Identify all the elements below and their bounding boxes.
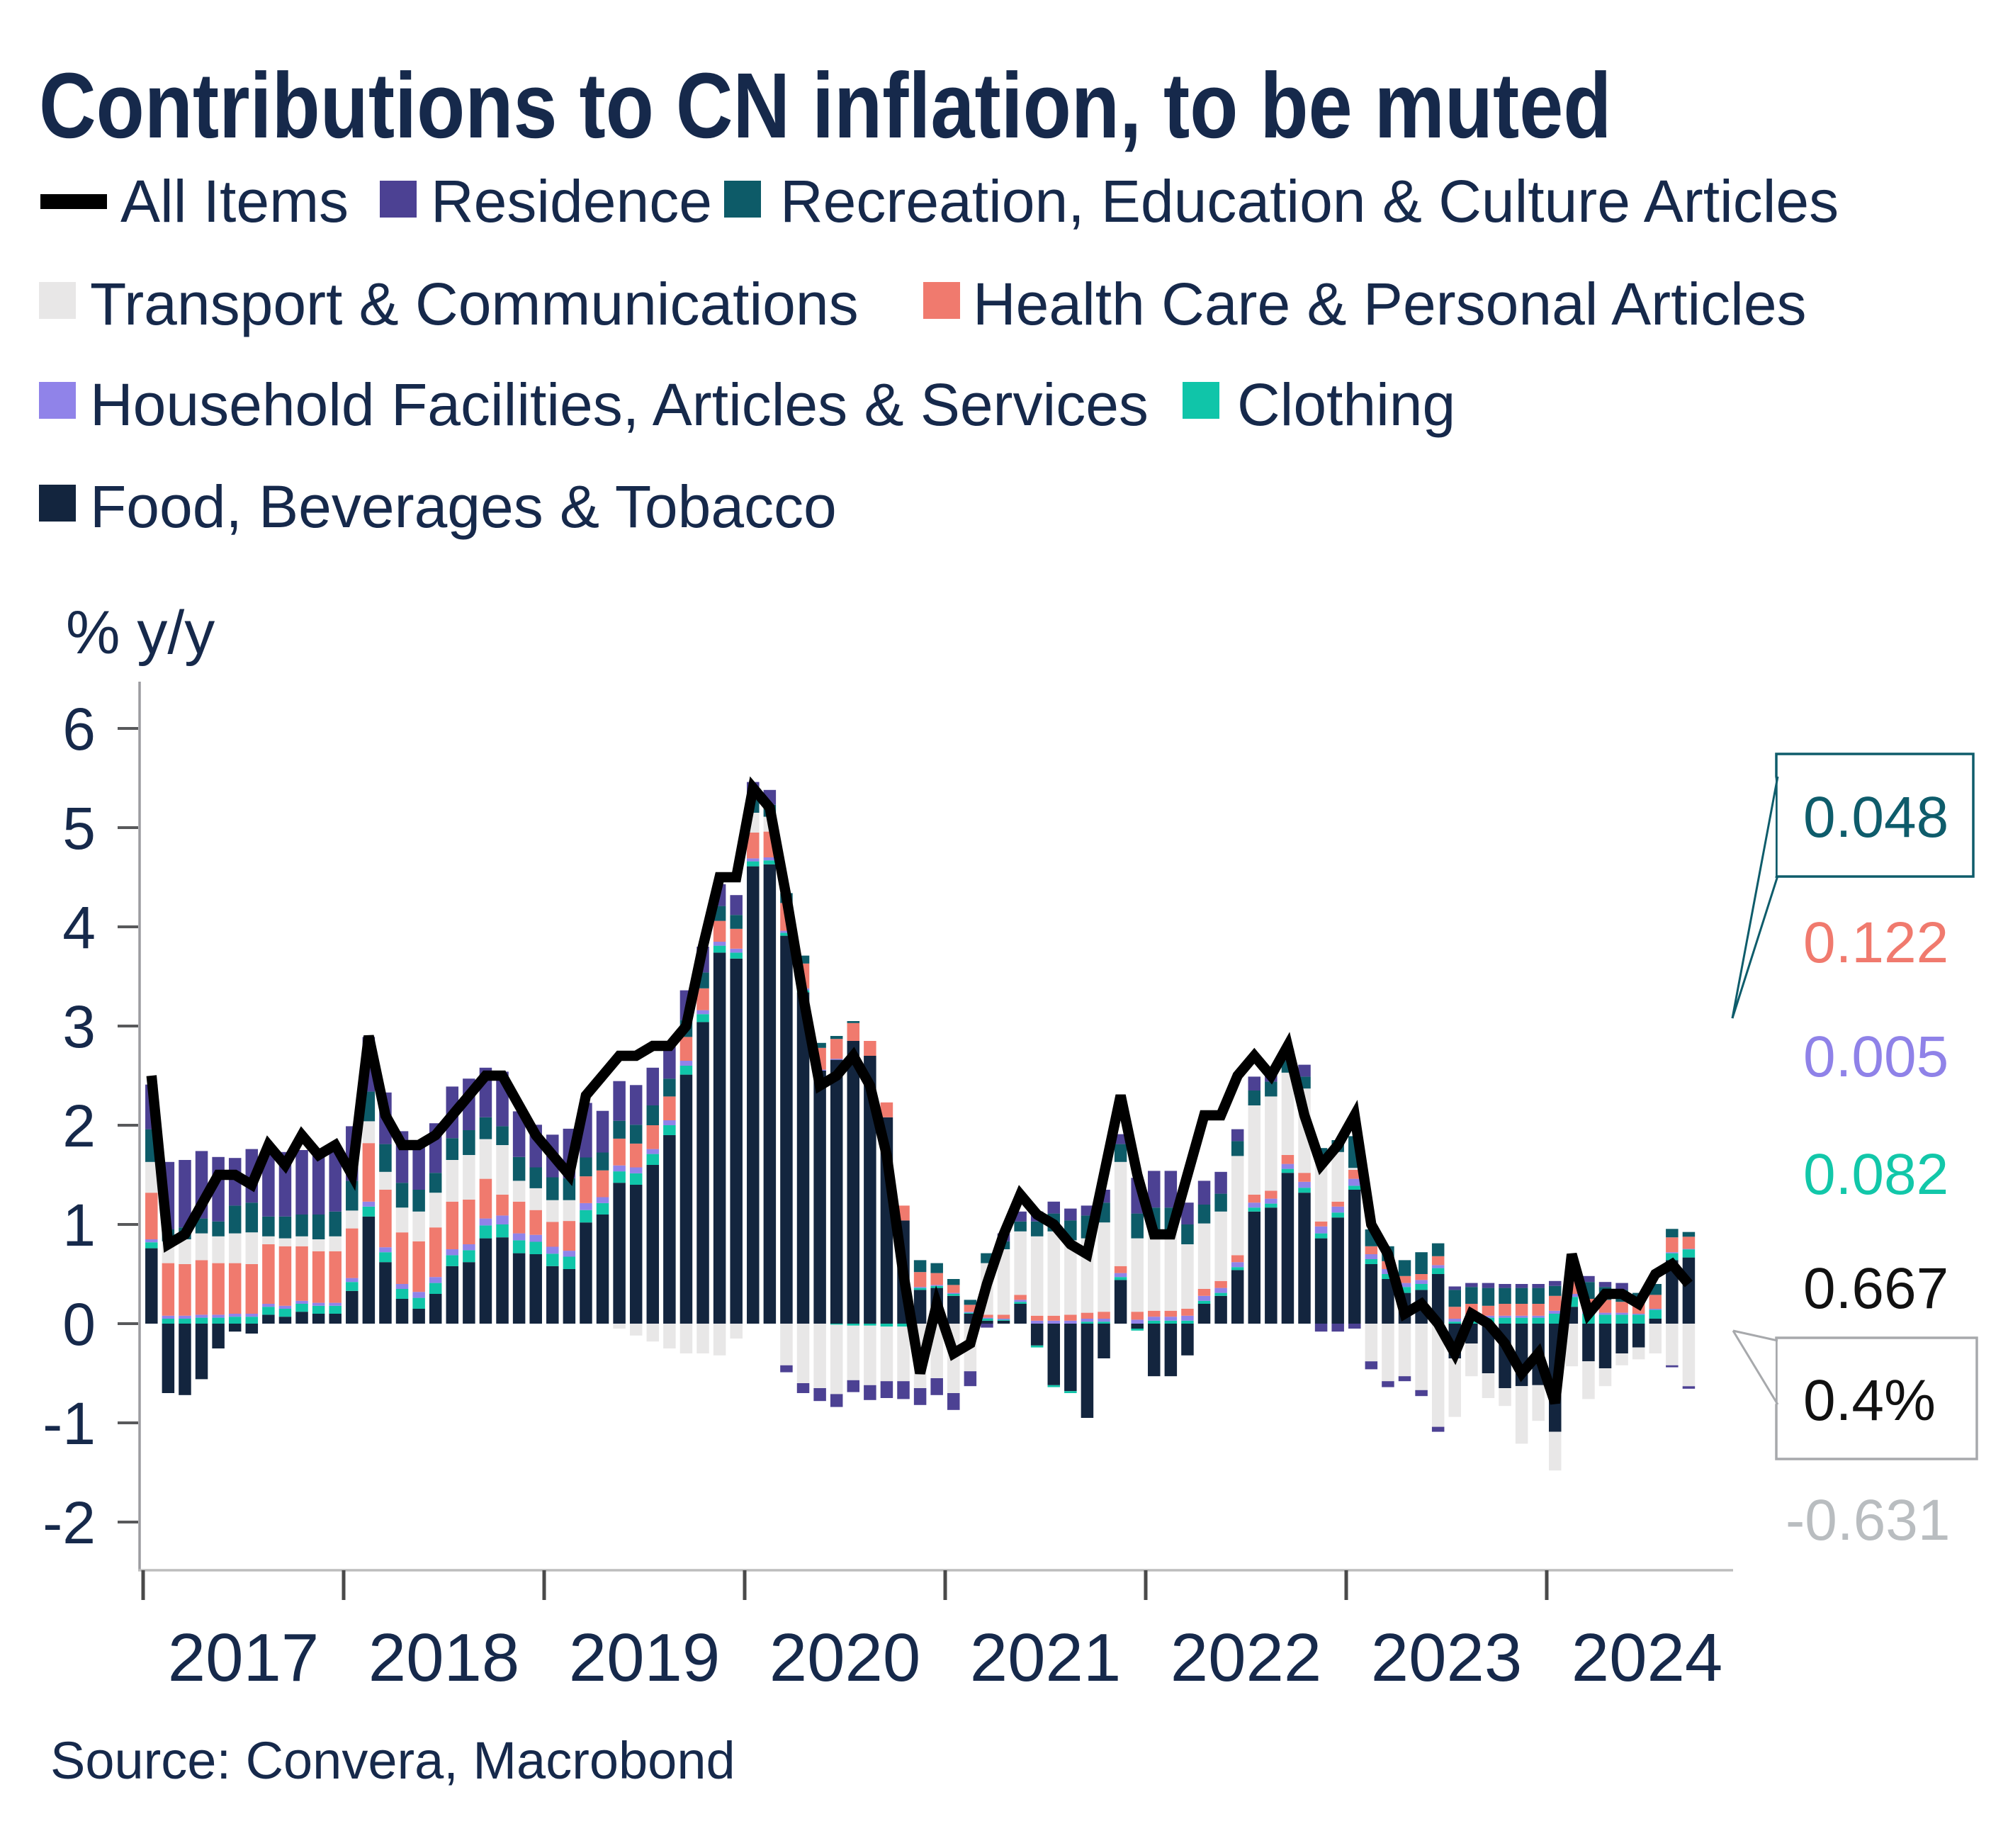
svg-text:0.005: 0.005 <box>1803 1025 1948 1089</box>
svg-text:2017: 2017 <box>168 1620 320 1696</box>
svg-text:Transport & Communications: Transport & Communications <box>90 271 859 337</box>
svg-text:2020: 2020 <box>769 1620 921 1696</box>
svg-text:Recreation, Education & Cultur: Recreation, Education & Culture Articles <box>780 168 1839 235</box>
svg-text:Source: Convera, Macrobond: Source: Convera, Macrobond <box>50 1731 735 1790</box>
svg-text:4: 4 <box>62 894 96 961</box>
svg-text:2024: 2024 <box>1572 1620 1723 1696</box>
svg-text:3: 3 <box>62 993 96 1060</box>
svg-text:Health Care & Personal Article: Health Care & Personal Articles <box>973 271 1807 337</box>
svg-text:2: 2 <box>62 1093 96 1159</box>
svg-text:Household Facilities, Articles: Household Facilities, Articles & Service… <box>90 371 1149 438</box>
svg-text:2021: 2021 <box>970 1620 1122 1696</box>
svg-text:-0.631: -0.631 <box>1786 1488 1951 1553</box>
svg-text:0.122: 0.122 <box>1803 911 1948 975</box>
svg-text:0.082: 0.082 <box>1803 1142 1948 1207</box>
svg-text:2022: 2022 <box>1171 1620 1322 1696</box>
svg-text:% y/y: % y/y <box>66 599 215 667</box>
svg-text:0.048: 0.048 <box>1803 785 1948 850</box>
svg-text:Food, Beverages & Tobacco: Food, Beverages & Tobacco <box>90 473 837 540</box>
svg-text:Clothing: Clothing <box>1237 371 1455 438</box>
svg-text:2023: 2023 <box>1371 1620 1523 1696</box>
svg-text:-2: -2 <box>43 1489 96 1556</box>
svg-text:0.4%: 0.4% <box>1803 1368 1936 1433</box>
svg-text:Residence: Residence <box>431 168 712 235</box>
svg-text:All Items: All Items <box>120 168 349 235</box>
svg-text:0: 0 <box>62 1291 96 1358</box>
svg-text:2019: 2019 <box>569 1620 721 1696</box>
svg-text:0.667: 0.667 <box>1803 1256 1948 1321</box>
svg-text:1: 1 <box>62 1192 96 1258</box>
svg-text:-1: -1 <box>43 1390 96 1457</box>
svg-text:Contributions to CN inflation,: Contributions to CN inflation, to be mut… <box>39 54 1611 157</box>
svg-text:6: 6 <box>62 696 96 762</box>
svg-text:2018: 2018 <box>368 1620 520 1696</box>
svg-text:5: 5 <box>62 795 96 862</box>
